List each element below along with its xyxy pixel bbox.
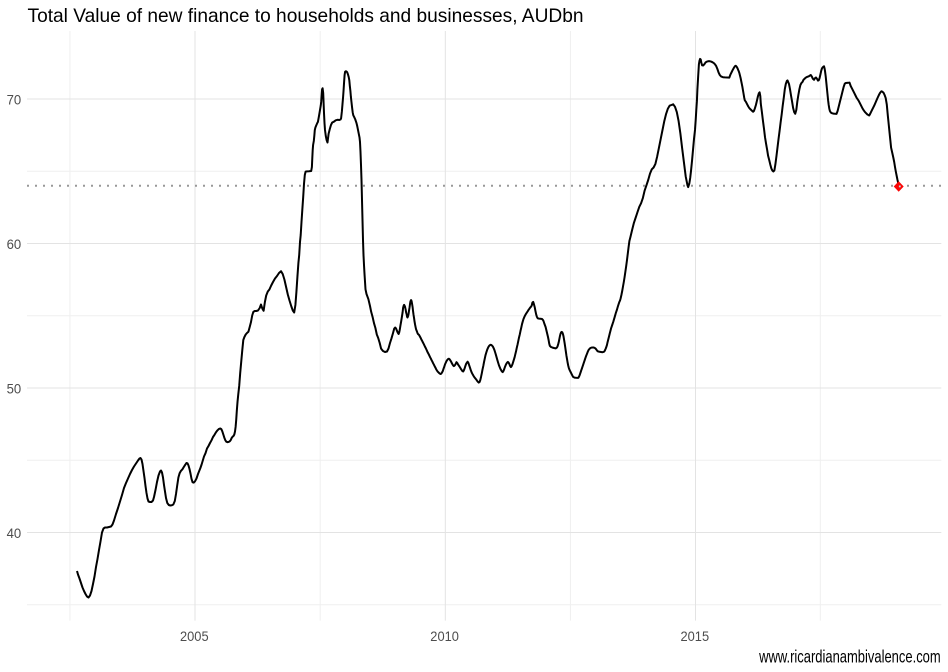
svg-text:40: 40 — [7, 525, 22, 541]
svg-text:50: 50 — [7, 381, 22, 397]
svg-text:60: 60 — [7, 236, 22, 252]
svg-text:2005: 2005 — [180, 628, 209, 644]
svg-text:www.ricardianambivalence.com: www.ricardianambivalence.com — [758, 647, 940, 667]
svg-text:Total Value of new finance to: Total Value of new finance to households… — [28, 6, 584, 27]
svg-text:2010: 2010 — [430, 628, 459, 644]
svg-text:2015: 2015 — [681, 628, 710, 644]
svg-text:70: 70 — [7, 92, 22, 108]
